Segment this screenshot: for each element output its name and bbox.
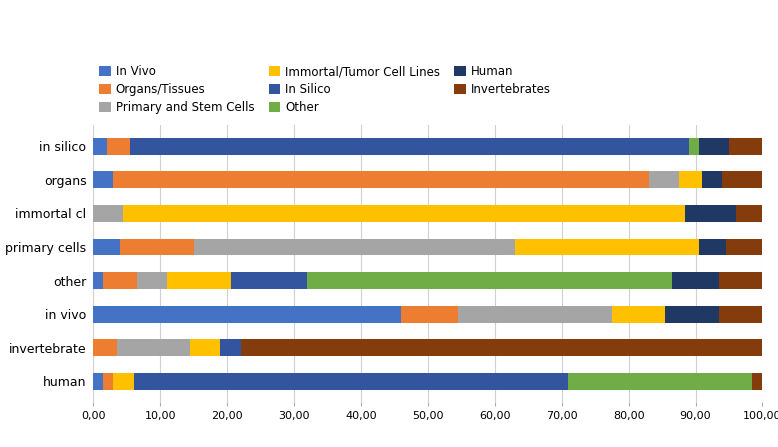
Bar [699,138,729,155]
Bar [719,272,762,289]
Bar [103,272,137,289]
Bar [401,306,458,323]
Bar [649,171,678,188]
Bar [130,138,689,155]
Bar [134,373,569,390]
Bar [689,138,699,155]
Bar [93,205,124,222]
Bar [515,239,699,255]
Bar [703,171,722,188]
Bar [672,272,719,289]
Bar [117,339,191,356]
Bar [307,272,672,289]
Bar [220,339,240,356]
Bar [93,373,103,390]
Bar [120,239,194,255]
Bar [93,138,107,155]
Bar [124,205,685,222]
Bar [719,306,762,323]
Bar [167,272,230,289]
Bar [93,272,103,289]
Bar [240,339,762,356]
Bar [612,306,665,323]
Bar [726,239,762,255]
Bar [736,205,762,222]
Bar [729,138,762,155]
Bar [752,373,762,390]
Bar [114,171,649,188]
Bar [93,339,117,356]
Bar [107,138,130,155]
Bar [678,171,703,188]
Bar [114,373,134,390]
Bar [93,171,114,188]
Bar [685,205,736,222]
Bar [103,373,114,390]
Bar [569,373,752,390]
Bar [191,339,220,356]
Bar [230,272,307,289]
Bar [458,306,612,323]
Bar [194,239,515,255]
Bar [93,306,401,323]
Bar [722,171,762,188]
Bar [137,272,167,289]
Legend: In Vivo, Organs/Tissues, Primary and Stem Cells, Immortal/Tumor Cell Lines, In S: In Vivo, Organs/Tissues, Primary and Ste… [100,65,551,114]
Bar [699,239,726,255]
Bar [665,306,719,323]
Bar [93,239,120,255]
